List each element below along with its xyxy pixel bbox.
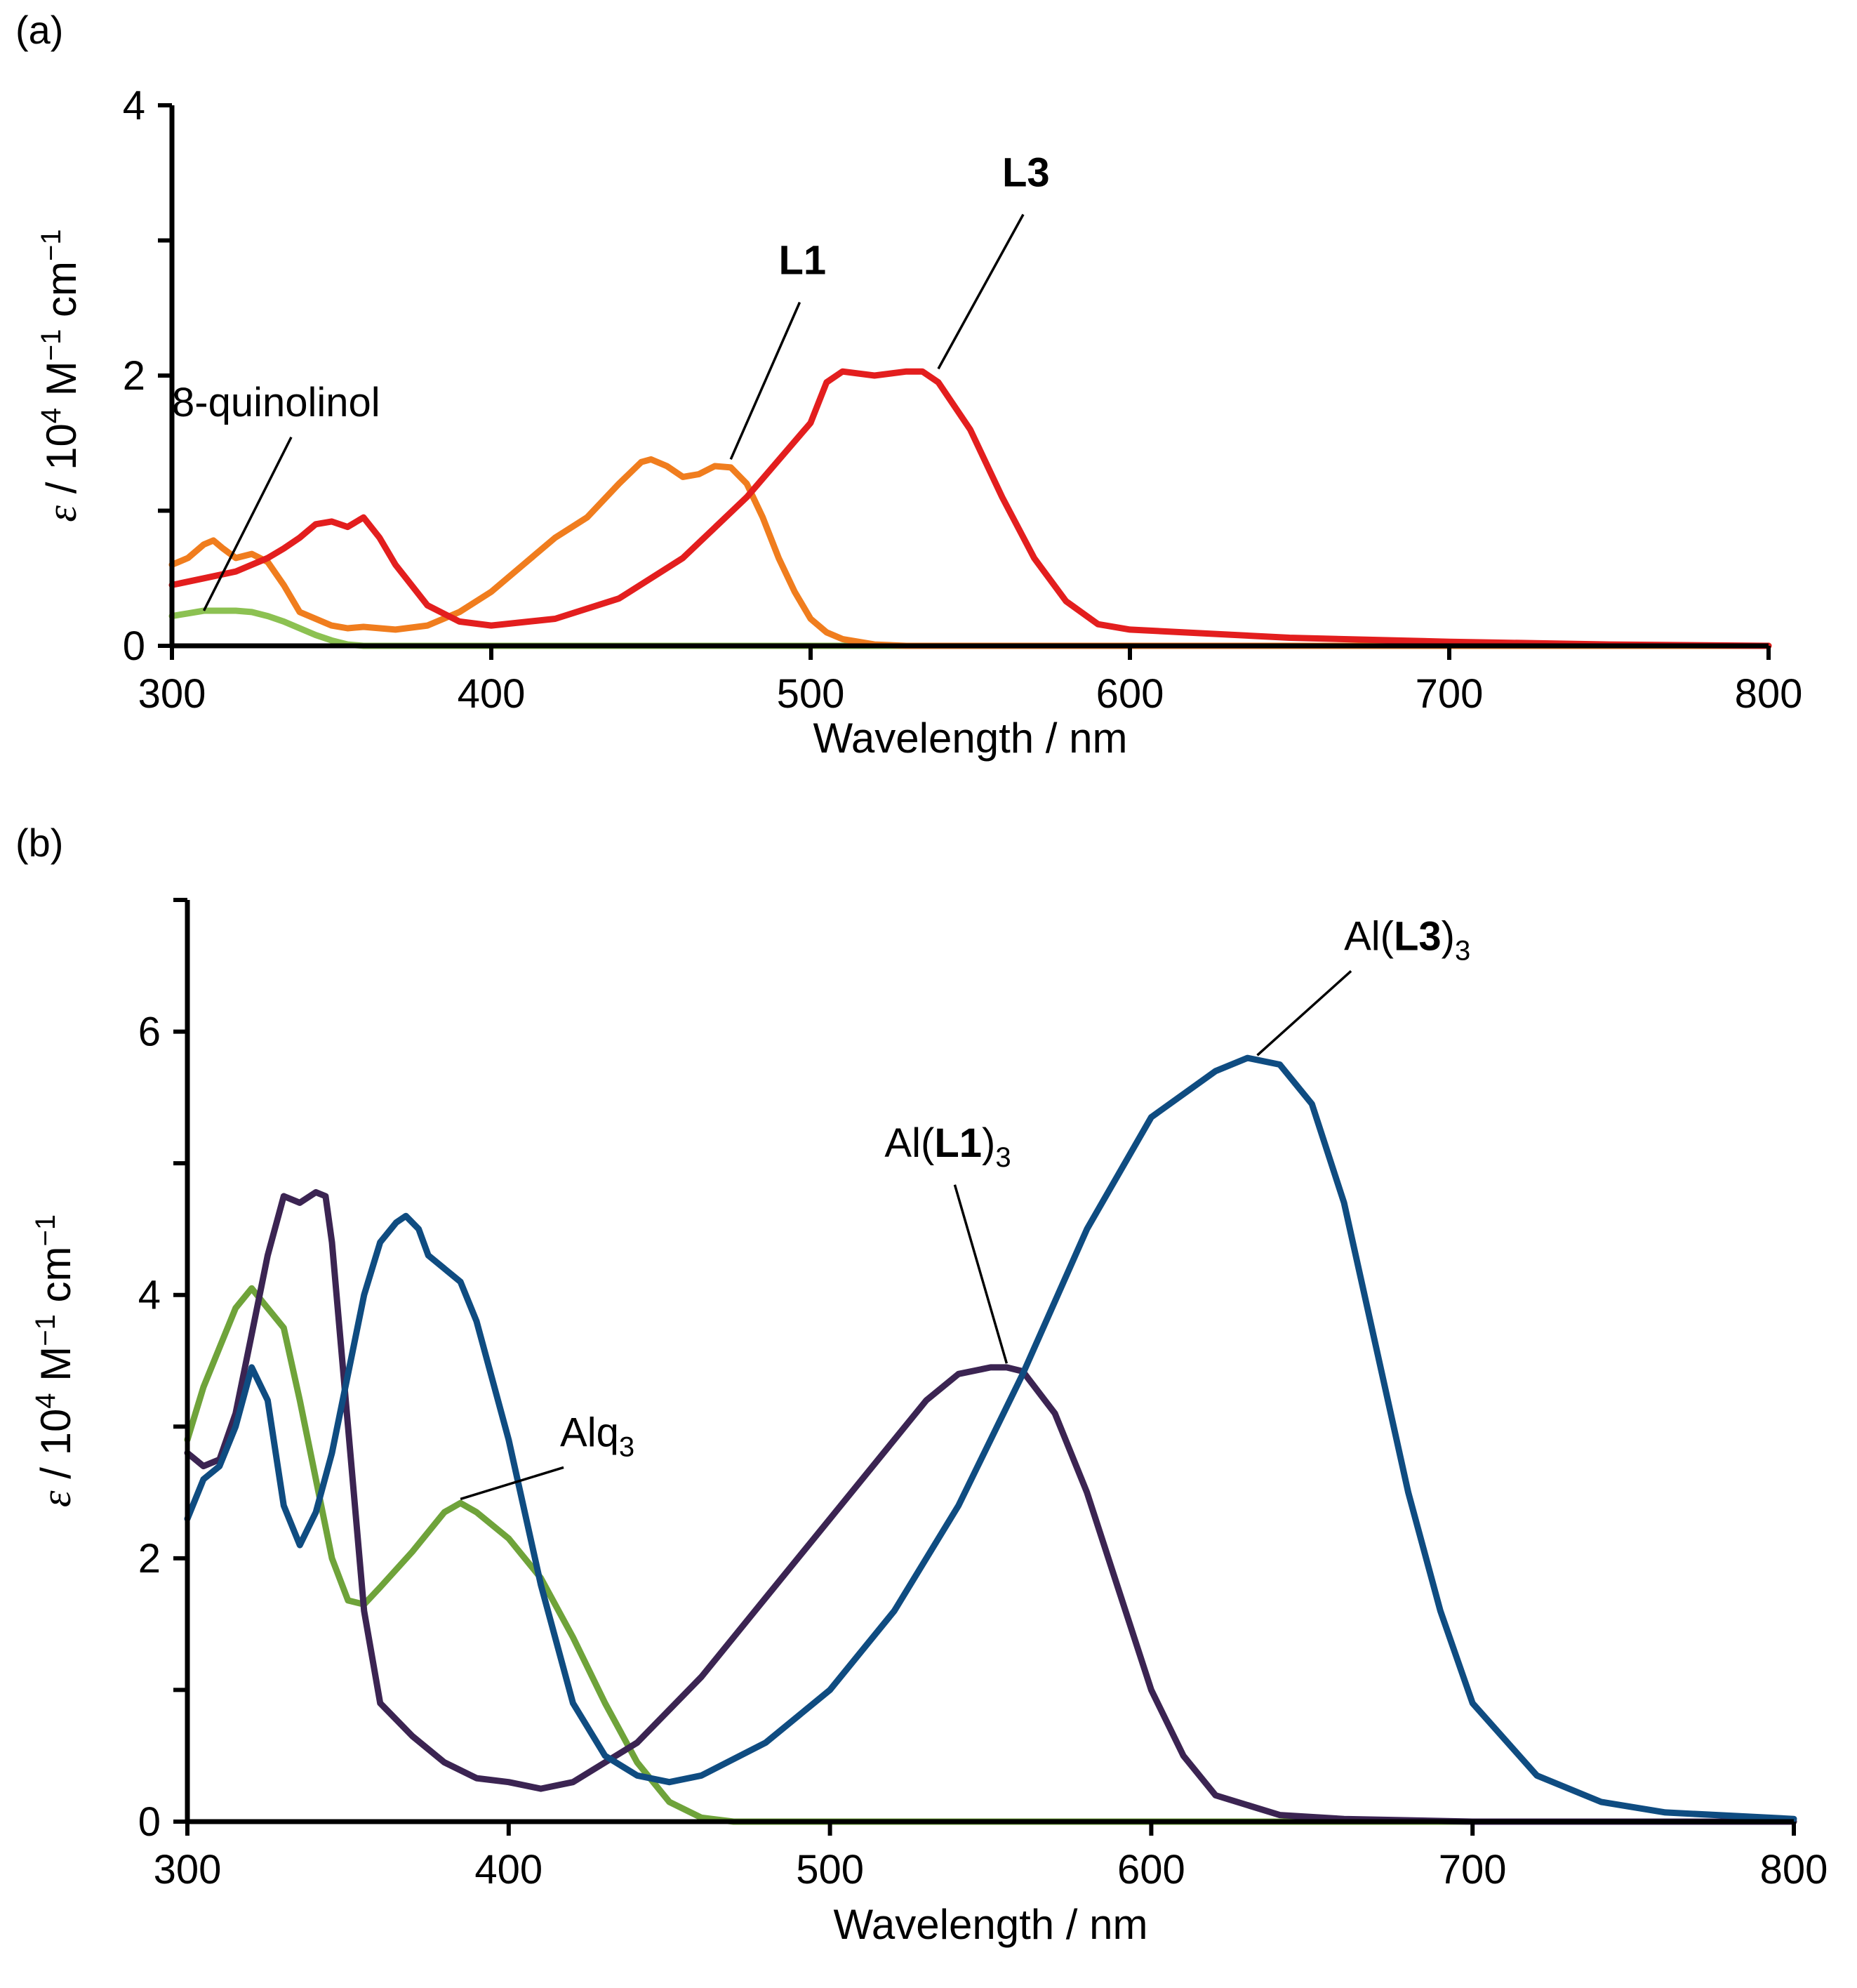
x-tick-label: 500	[777, 671, 845, 717]
label-text: Al(	[1344, 913, 1394, 959]
y-tick-label: 0	[138, 1799, 161, 1845]
series-line-alq3	[184, 1285, 1797, 1825]
y-axis-exponent: −1	[30, 1214, 61, 1247]
y-tick-label: 2	[138, 1536, 161, 1582]
panel-a: (a) 0 2 4 300 400 500 600 700 800 Wavelength / nm ε…	[15, 8, 1802, 762]
label-text: L3	[1002, 150, 1050, 196]
x-tick-label: 300	[154, 1847, 222, 1893]
y-tick-label: 6	[138, 1009, 161, 1055]
y-axis-exponent: −1	[36, 229, 67, 261]
y-axis-symbol: ε	[39, 505, 85, 522]
y-tick-label: 4	[138, 1273, 161, 1318]
label-text-bold: L3	[1394, 913, 1442, 959]
label-text-bold: L1	[934, 1120, 982, 1166]
leader-line	[953, 1184, 1009, 1364]
y-axis-unit-m: M	[32, 1346, 79, 1393]
series-label: 8-quinolinol	[172, 380, 380, 425]
y-axis-exponent: −1	[30, 1314, 61, 1346]
y-axis-unit-cm: cm	[32, 1247, 79, 1315]
x-tick-label: 400	[458, 671, 526, 717]
label-text: L1	[779, 238, 827, 284]
y-axis-exponent: 4	[30, 1393, 61, 1408]
x-tick-label: 300	[138, 671, 206, 717]
leader-line	[460, 1466, 564, 1501]
leader-line	[729, 301, 801, 460]
leader-line	[937, 213, 1025, 370]
label-subscript: 3	[619, 1431, 634, 1462]
series-label: Alq3	[560, 1410, 634, 1462]
x-tick-label: 600	[1117, 1847, 1185, 1893]
x-axis-title: Wavelength / nm	[813, 715, 1128, 762]
x-tick-label: 400	[474, 1847, 543, 1893]
leader-line	[1256, 969, 1352, 1056]
x-tick-label: 600	[1096, 671, 1164, 717]
series-line-al-l3-3	[184, 1054, 1797, 1822]
y-tick-label: 4	[123, 83, 145, 128]
series-line-al-l1-3	[184, 1188, 1797, 1825]
y-axis-title: ε / 104 M−1 cm−1	[30, 1214, 79, 1507]
series-label: Al(L1)3	[884, 1120, 1011, 1173]
series-label: Al(L3)3	[1344, 913, 1470, 966]
panel-label: (b)	[15, 821, 63, 865]
x-axis-title: Wavelength / nm	[834, 1901, 1148, 1948]
series-line-l1	[168, 456, 1772, 649]
leader-line	[202, 436, 293, 611]
y-axis-unit-m: M	[38, 361, 85, 408]
x-tick-label: 700	[1439, 1847, 1507, 1893]
label-text: 8-quinolinol	[172, 380, 380, 425]
label-subscript: 3	[995, 1142, 1011, 1173]
panel-label: (a)	[15, 8, 63, 52]
label-text: Al(	[884, 1120, 934, 1166]
y-axis-unit-cm: cm	[38, 261, 85, 329]
x-tick-label: 700	[1416, 671, 1484, 717]
y-axis-symbol: ε	[33, 1490, 79, 1507]
y-axis-text: / 10	[38, 423, 85, 505]
panel-b: (b) 0 2 4 6 300 400 500 600 700 800 Wavelength / nm…	[15, 821, 1828, 1948]
y-axis-text: / 10	[32, 1409, 79, 1491]
x-tick-label: 500	[796, 1847, 864, 1893]
y-axis-title: ε / 104 M−1 cm−1	[36, 229, 85, 522]
series-label: L1	[779, 238, 827, 284]
y-axis-exponent: −1	[36, 329, 67, 362]
series-line-l3	[168, 368, 1772, 649]
x-tick-label: 800	[1760, 1847, 1828, 1893]
y-tick-label: 0	[123, 623, 145, 669]
label-text: )	[1442, 913, 1455, 959]
label-text: Alq	[560, 1410, 619, 1455]
label-text: )	[982, 1120, 995, 1166]
y-axis-exponent: 4	[36, 408, 67, 423]
series-label: L3	[1002, 150, 1050, 196]
x-tick-label: 800	[1735, 671, 1803, 717]
y-tick-label: 2	[123, 353, 145, 399]
label-subscript: 3	[1455, 935, 1470, 966]
